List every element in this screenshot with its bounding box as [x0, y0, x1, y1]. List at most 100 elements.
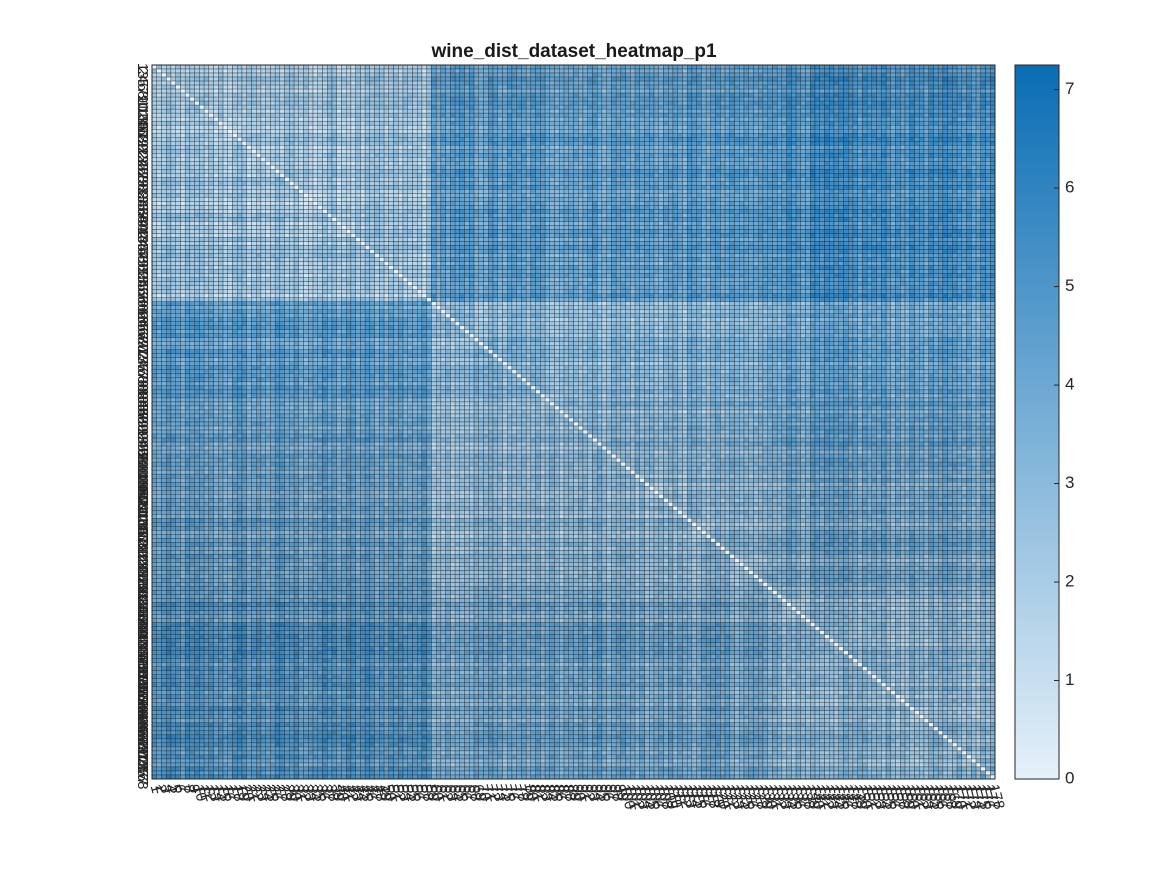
- heatmap-cell: [862, 141, 868, 146]
- heatmap-cell: [213, 104, 219, 110]
- heatmap-cell: [369, 96, 375, 102]
- heatmap-cell: [890, 76, 896, 82]
- heatmap-cell: [412, 133, 418, 138]
- heatmap-cell: [762, 133, 768, 138]
- heatmap-cell: [625, 92, 631, 98]
- heatmap-cell: [795, 72, 802, 78]
- heatmap-cell: [398, 141, 404, 146]
- heatmap-cell: [890, 157, 896, 162]
- heatmap-cell: [241, 141, 247, 146]
- heatmap-cell: [559, 68, 565, 74]
- heatmap-cell: [573, 68, 579, 74]
- heatmap-cell: [800, 149, 806, 154]
- heatmap-cell: [478, 161, 484, 166]
- heatmap-cell: [705, 153, 712, 158]
- heatmap-cell: [677, 80, 683, 86]
- heatmap-cell: [364, 96, 371, 102]
- heatmap-cell: [876, 161, 882, 166]
- heatmap-cell: [166, 129, 172, 134]
- heatmap-cell: [189, 120, 195, 126]
- heatmap-cell: [402, 112, 408, 118]
- heatmap-cell: [237, 141, 243, 146]
- heatmap-cell: [961, 124, 967, 130]
- heatmap-cell: [166, 149, 172, 154]
- heatmap-cell: [582, 84, 588, 90]
- heatmap-cell: [379, 104, 385, 110]
- heatmap-cell: [450, 104, 456, 110]
- heatmap-cell: [781, 157, 787, 162]
- heatmap-cell: [454, 145, 461, 150]
- heatmap-cell: [516, 84, 522, 90]
- heatmap-cell: [151, 169, 157, 174]
- heatmap-cell: [327, 145, 333, 150]
- heatmap-cell: [701, 165, 707, 170]
- heatmap-cell: [696, 76, 702, 82]
- heatmap-cell: [819, 173, 825, 178]
- heatmap-cell: [284, 133, 290, 138]
- heatmap-cell: [473, 124, 479, 130]
- heatmap-cell: [833, 100, 839, 106]
- heatmap-cell: [497, 76, 503, 82]
- heatmap-cell: [464, 120, 470, 126]
- heatmap-cell: [317, 124, 323, 130]
- heatmap-cell: [824, 124, 830, 130]
- heatmap-cell: [156, 169, 162, 174]
- heatmap-cell: [393, 108, 399, 114]
- heatmap-cell: [881, 173, 887, 178]
- heatmap-cell: [758, 149, 764, 154]
- heatmap-cell: [620, 104, 626, 110]
- heatmap-cell: [421, 137, 427, 142]
- heatmap-cell: [791, 80, 797, 86]
- heatmap-cell: [218, 116, 224, 122]
- heatmap-cell: [393, 112, 399, 118]
- heatmap-cell: [184, 76, 191, 82]
- heatmap-cell: [203, 133, 210, 138]
- heatmap-cell: [208, 112, 214, 118]
- heatmap-cell: [260, 124, 266, 130]
- heatmap-cell: [388, 76, 394, 82]
- heatmap-cell: [379, 92, 385, 98]
- heatmap-cell: [355, 137, 361, 142]
- heatmap-cell: [630, 137, 636, 142]
- heatmap-cell: [511, 68, 517, 74]
- heatmap-cell: [573, 92, 579, 98]
- heatmap-cell: [175, 145, 181, 150]
- heatmap-cell: [308, 112, 314, 118]
- heatmap-cell: [961, 145, 967, 150]
- heatmap-cell: [222, 169, 228, 174]
- heatmap-cell: [578, 173, 584, 178]
- heatmap-cell: [260, 120, 266, 126]
- heatmap-cell: [336, 76, 342, 82]
- heatmap-cell: [507, 88, 513, 94]
- heatmap-cell: [568, 137, 574, 142]
- heatmap-cell: [791, 108, 797, 114]
- heatmap-cell: [961, 157, 967, 162]
- heatmap-cell: [454, 68, 461, 74]
- heatmap-cell: [317, 133, 323, 138]
- heatmap-cell: [866, 145, 873, 150]
- heatmap-cell: [398, 116, 404, 122]
- heatmap-cell: [710, 120, 716, 126]
- heatmap-cell: [270, 124, 276, 130]
- heatmap-cell: [336, 124, 342, 130]
- heatmap-cell: [990, 68, 996, 74]
- heatmap-cell: [222, 149, 228, 154]
- heatmap-cell: [758, 64, 764, 70]
- heatmap-cell: [772, 116, 778, 122]
- heatmap-cell: [644, 116, 650, 122]
- heatmap-cell: [597, 84, 603, 90]
- heatmap-cell: [189, 68, 195, 74]
- heatmap-cell: [222, 124, 228, 130]
- heatmap-cell: [942, 84, 948, 90]
- heatmap-cell: [597, 96, 603, 102]
- heatmap-cell: [885, 76, 891, 82]
- heatmap-cell: [582, 112, 588, 118]
- heatmap-cell: [559, 129, 565, 134]
- heatmap-cell: [686, 100, 693, 106]
- heatmap-cell: [625, 96, 631, 102]
- heatmap-cell: [739, 124, 745, 130]
- heatmap-cell: [260, 157, 266, 162]
- heatmap-cell: [175, 112, 181, 118]
- heatmap-cell: [833, 108, 839, 114]
- heatmap-cell: [810, 64, 816, 70]
